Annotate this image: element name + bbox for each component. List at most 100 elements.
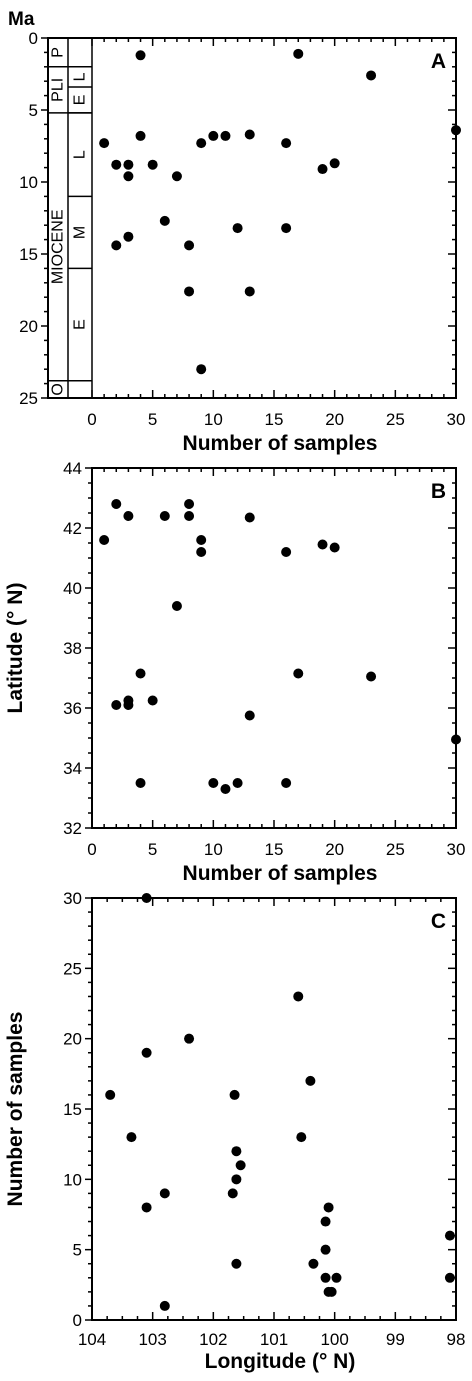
x-tick-label: 102 bbox=[199, 1330, 227, 1349]
y-tick-label: 38 bbox=[63, 639, 82, 658]
data-point bbox=[123, 231, 134, 242]
data-point bbox=[244, 129, 255, 140]
data-point bbox=[123, 700, 134, 710]
data-point bbox=[293, 48, 304, 59]
data-point bbox=[99, 138, 110, 149]
data-point bbox=[231, 1258, 242, 1269]
y-tick-label: 44 bbox=[63, 459, 82, 478]
data-point bbox=[293, 991, 304, 1002]
subdivision-label: L bbox=[72, 72, 89, 81]
data-point bbox=[308, 1258, 319, 1269]
y-tick-label: 25 bbox=[63, 959, 82, 978]
x-axis-label: Longitude (° N) bbox=[205, 1350, 356, 1373]
data-point bbox=[208, 778, 219, 788]
y-tick-label: 42 bbox=[63, 519, 82, 538]
data-point bbox=[123, 159, 134, 170]
data-point bbox=[123, 511, 134, 521]
data-point bbox=[227, 1188, 238, 1199]
data-point bbox=[323, 1202, 334, 1213]
panel-label: C bbox=[431, 910, 446, 933]
data-point bbox=[231, 1174, 242, 1185]
x-tick-label: 10 bbox=[204, 840, 223, 859]
epoch-label: MIOCENE bbox=[50, 209, 67, 284]
y-tick-label: 5 bbox=[73, 1241, 82, 1260]
x-tick-label: 0 bbox=[87, 840, 96, 859]
data-point bbox=[141, 1047, 152, 1058]
data-point bbox=[159, 511, 170, 521]
data-point bbox=[99, 535, 110, 545]
data-point bbox=[171, 601, 182, 611]
y-axis-label: Number of samples bbox=[4, 1012, 27, 1207]
data-point bbox=[184, 499, 195, 509]
data-point bbox=[320, 1244, 331, 1255]
data-point bbox=[147, 695, 158, 706]
data-point bbox=[444, 1230, 455, 1241]
y-tick-label: 32 bbox=[63, 819, 82, 838]
y-tick-label: 40 bbox=[63, 579, 82, 598]
y-tick-label: 25 bbox=[19, 389, 38, 408]
data-point bbox=[293, 668, 304, 679]
data-point bbox=[281, 223, 292, 234]
data-point bbox=[141, 893, 152, 903]
data-point bbox=[220, 130, 231, 141]
plot-frame bbox=[47, 37, 457, 399]
panel-b: 0 5 10 15 20 25 30 32 34 36 38 40 42 44 B Number of sam… bbox=[4, 459, 465, 885]
y-tick-label: 15 bbox=[63, 1100, 82, 1119]
data-point bbox=[111, 499, 122, 509]
data-point bbox=[244, 286, 255, 297]
x-tick-label: 103 bbox=[138, 1330, 166, 1349]
panel-c: 104 103 102 101 100 99 98 0 5 10 15 20 25 30 C Longitud… bbox=[4, 889, 465, 1373]
data-point bbox=[220, 784, 231, 794]
data-point bbox=[231, 1146, 242, 1157]
data-point bbox=[235, 1160, 246, 1171]
data-point bbox=[451, 734, 461, 745]
data-point bbox=[444, 1272, 455, 1283]
x-tick-label: 101 bbox=[260, 1330, 288, 1349]
subdivision-label: E bbox=[72, 319, 89, 330]
data-point bbox=[208, 130, 219, 141]
x-tick-label: 5 bbox=[148, 840, 157, 859]
data-point bbox=[196, 535, 207, 545]
plot-frame bbox=[91, 467, 457, 829]
data-point bbox=[366, 70, 377, 81]
data-point bbox=[111, 700, 122, 710]
y-tick-label: 30 bbox=[63, 889, 82, 908]
data-point bbox=[232, 223, 243, 234]
data-point bbox=[317, 539, 328, 550]
data-point bbox=[329, 158, 340, 169]
epoch-label: P bbox=[50, 47, 67, 58]
plot-frame bbox=[91, 897, 457, 1321]
y-tick-label: 10 bbox=[63, 1170, 82, 1189]
data-point bbox=[111, 159, 122, 170]
x-tick-label: 15 bbox=[265, 840, 284, 859]
data-point bbox=[105, 1089, 116, 1100]
y-tick-label: 20 bbox=[19, 317, 38, 336]
y-tick-label: 36 bbox=[63, 699, 82, 718]
data-point bbox=[366, 671, 377, 682]
data-point bbox=[244, 512, 255, 523]
data-point bbox=[320, 1272, 331, 1283]
x-tick-label: 25 bbox=[386, 840, 405, 859]
y-tick-label: 10 bbox=[19, 173, 38, 192]
x-tick-label: 104 bbox=[78, 1330, 106, 1349]
data-point bbox=[159, 1188, 170, 1199]
data-point bbox=[281, 778, 292, 788]
x-axis-label: Number of samples bbox=[183, 862, 378, 885]
data-point bbox=[184, 1033, 195, 1044]
data-point bbox=[184, 286, 195, 297]
data-point bbox=[184, 511, 195, 521]
subdivision-label: L bbox=[72, 150, 89, 159]
data-point bbox=[184, 240, 195, 251]
data-point bbox=[141, 1202, 152, 1213]
x-tick-label: 20 bbox=[325, 410, 344, 429]
epoch-label: PLI bbox=[50, 78, 67, 102]
x-tick-label: 99 bbox=[386, 1330, 405, 1349]
x-tick-label: 98 bbox=[447, 1330, 466, 1349]
data-point bbox=[135, 130, 146, 141]
x-tick-label: 30 bbox=[447, 410, 466, 429]
subdivision-label: M bbox=[72, 226, 89, 239]
y-tick-label: 0 bbox=[29, 29, 38, 48]
panel-a: 0 5 10 15 20 25 30 0 5 10 15 20 25 A Number of samples… bbox=[8, 9, 465, 455]
x-tick-label: 15 bbox=[265, 410, 284, 429]
